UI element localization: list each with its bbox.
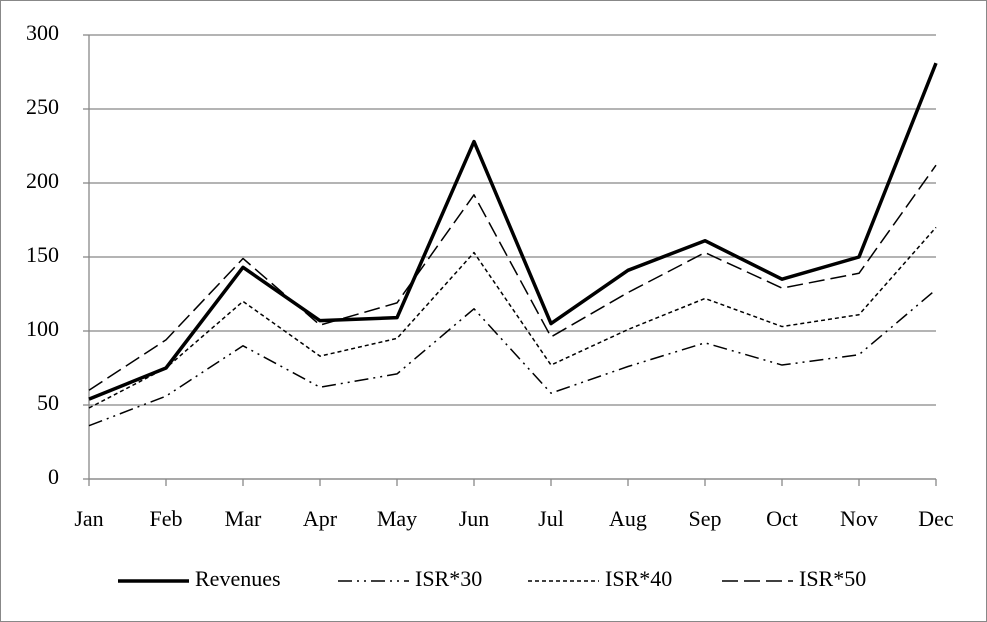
y-tick-label: 50 (37, 390, 59, 415)
y-tick-label: 300 (26, 20, 59, 45)
x-tick-label: Jun (459, 506, 490, 531)
x-tick-label: Apr (303, 506, 338, 531)
x-tick-label: Dec (918, 506, 954, 531)
series-line (88, 288, 937, 427)
x-tick-label: Sep (689, 506, 722, 531)
legend-label: Revenues (195, 566, 281, 591)
legend-label: ISR*30 (415, 566, 482, 591)
x-tick-label: Jul (538, 506, 564, 531)
x-tick-label: Mar (225, 506, 262, 531)
y-tick-label: 100 (26, 316, 59, 341)
legend-label: ISR*50 (799, 566, 866, 591)
y-tick-label: 0 (48, 464, 59, 489)
legend-label: ISR*40 (605, 566, 672, 591)
y-tick-label: 200 (26, 168, 59, 193)
x-tick-label: Oct (766, 506, 798, 531)
x-tick-label: May (377, 506, 417, 531)
series-line (88, 226, 937, 409)
x-tick-label: Jan (74, 506, 103, 531)
y-tick-label: 250 (26, 94, 59, 119)
x-tick-label: Nov (840, 506, 878, 531)
x-tick-label: Feb (150, 506, 183, 531)
series-line (88, 62, 938, 401)
x-tick-label: Aug (609, 506, 647, 531)
series-line (88, 164, 937, 391)
y-tick-label: 150 (26, 242, 59, 267)
